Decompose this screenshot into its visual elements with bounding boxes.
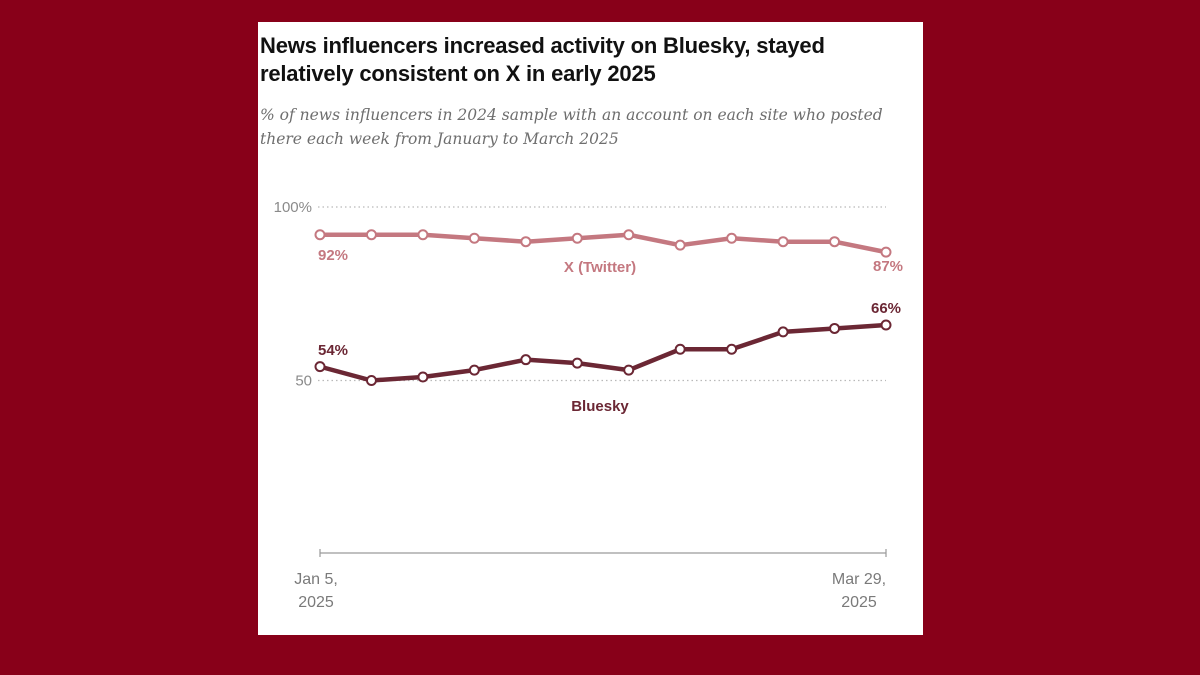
- data-point: [417, 229, 429, 241]
- y-tick-label: 100%: [274, 199, 312, 216]
- data-point: [726, 232, 738, 244]
- data-point: [829, 322, 841, 334]
- data-point: [777, 236, 789, 248]
- data-point: [623, 229, 635, 241]
- bluesky-end-value-label: 66%: [871, 300, 901, 317]
- data-point: [520, 236, 532, 248]
- data-point: [365, 375, 377, 386]
- data-point: [880, 246, 892, 258]
- data-point: [674, 239, 686, 251]
- data-point: [520, 354, 532, 366]
- chart-subtitle: % of news influencers in 2024 sample wit…: [260, 106, 883, 148]
- data-point: [468, 364, 480, 376]
- chart-title: News influencers increased activity on B…: [260, 33, 825, 86]
- series-labels: 92% 87% X (Twitter) 54% 66% Bluesky: [318, 247, 903, 415]
- data-point: [674, 343, 686, 355]
- bluesky-start-value-label: 54%: [318, 342, 348, 359]
- line-chart: 100% 50 Jan 5, 2025 Mar 29, 2025 92% 87% X (Tw…: [274, 199, 903, 611]
- x-tick-label-end: Mar 29,: [832, 571, 886, 588]
- series-lines: [314, 229, 892, 386]
- x-start-value-label: 92%: [318, 247, 348, 264]
- x-tick-label-end: 2025: [841, 594, 877, 611]
- data-point: [365, 229, 377, 241]
- bluesky-series-label: Bluesky: [571, 398, 629, 415]
- data-point: [468, 232, 480, 244]
- data-point: [829, 236, 841, 248]
- data-point: [417, 371, 429, 383]
- data-point: [880, 319, 892, 331]
- chart-card: News influencers increased activity on B…: [258, 22, 923, 635]
- data-point: [571, 357, 583, 369]
- series-line-0: [317, 232, 889, 255]
- x-axis: Jan 5, 2025 Mar 29, 2025: [294, 549, 887, 611]
- x-tick-label-start: Jan 5,: [294, 571, 338, 588]
- x-tick-label-start: 2025: [298, 594, 334, 611]
- series-line-1: [317, 322, 889, 383]
- gridlines: 100% 50: [274, 199, 886, 390]
- y-tick-label: 50: [295, 373, 312, 390]
- data-point: [777, 326, 789, 338]
- x-series-label: X (Twitter): [564, 259, 636, 276]
- data-point: [314, 229, 326, 241]
- data-point: [571, 232, 583, 244]
- data-point: [726, 343, 738, 355]
- x-end-value-label: 87%: [873, 258, 903, 275]
- data-point: [623, 364, 635, 376]
- data-point: [314, 361, 326, 373]
